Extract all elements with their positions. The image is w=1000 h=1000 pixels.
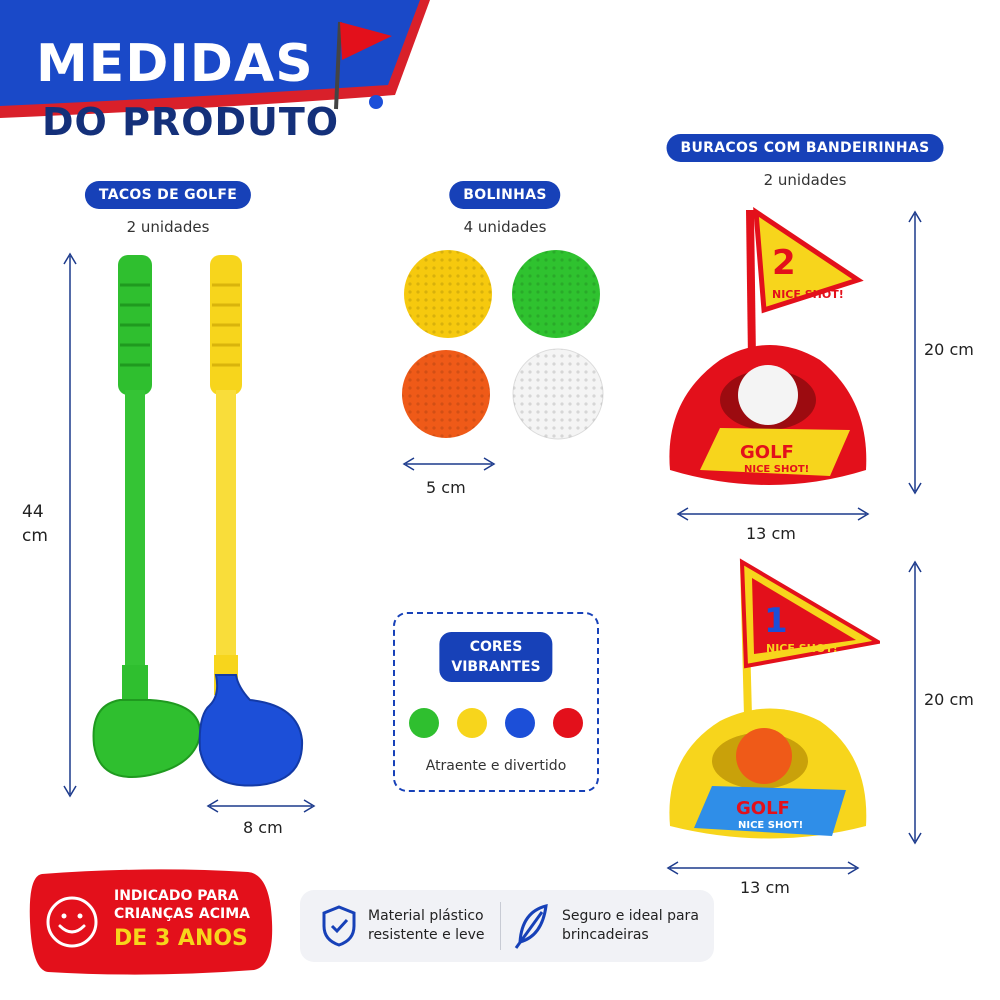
hole1-height-arrow xyxy=(908,210,922,495)
colors-caption: Atraente e divertido xyxy=(425,758,567,774)
hole1-width-arrow xyxy=(676,507,870,521)
colors-box: CORES VIBRANTES Atraente e divertido xyxy=(393,612,599,792)
balls-diameter-value: 5 cm xyxy=(426,478,466,497)
swatch-green xyxy=(409,708,439,738)
clubs-height-arrow xyxy=(63,252,77,798)
clubs-height-unit: cm xyxy=(22,526,48,546)
feature1-line2: resistente e leve xyxy=(368,927,485,943)
hole2-flag-number: 1 xyxy=(764,601,788,641)
hole1-base-text-1: GOLF xyxy=(740,442,794,463)
clubs-label: TACOS DE GOLFE xyxy=(84,181,252,209)
red-hole-image: 2 NICE SHOT! GOLF NICE SHOT! xyxy=(669,207,867,485)
features-divider xyxy=(500,902,501,950)
balls-label: BOLINHAS xyxy=(449,181,561,209)
swatch-red xyxy=(553,708,583,738)
age-line3: DE 3 ANOS xyxy=(114,926,248,951)
golf-balls-image xyxy=(402,250,604,440)
hole2-base-text-1: GOLF xyxy=(736,798,790,819)
shield-check-icon xyxy=(322,905,356,947)
age-line2: CRIANÇAS ACIMA xyxy=(114,906,250,922)
feather-icon xyxy=(514,904,548,949)
green-club xyxy=(92,255,202,778)
holes-label: BURACOS COM BANDEIRINHAS xyxy=(666,134,944,162)
smiley-icon xyxy=(46,896,98,948)
swatch-blue xyxy=(505,708,535,738)
age-line1: INDICADO PARA xyxy=(114,888,239,904)
hole1-flag-text: NICE SHOT! xyxy=(772,288,844,301)
colors-title-line2: VIBRANTES xyxy=(451,659,541,675)
colors-title: CORES VIBRANTES xyxy=(439,632,553,682)
holes-quantity: 2 unidades xyxy=(763,171,847,189)
hole2-width-value: 13 cm xyxy=(740,878,790,897)
yellow-club xyxy=(210,255,242,695)
feature2-line1: Seguro e ideal para xyxy=(562,908,699,924)
hole1-height-value: 20 cm xyxy=(924,340,974,359)
hole1-width-value: 13 cm xyxy=(746,524,796,543)
clubs-width-arrow xyxy=(206,799,316,813)
clubs-height-value: 44 xyxy=(22,502,44,522)
hole2-flag-text: NICE SHOT! xyxy=(766,642,838,655)
clubs-quantity: 2 unidades xyxy=(126,218,210,236)
page-title: MEDIDAS xyxy=(36,34,314,94)
header-banner xyxy=(0,0,430,118)
blue-club-head xyxy=(198,674,304,787)
features-box: Material plástico resistente e leve Segu… xyxy=(300,890,714,962)
hole2-height-value: 20 cm xyxy=(924,690,974,709)
balls-width-arrow xyxy=(402,457,496,471)
feature2-line2: brincadeiras xyxy=(562,927,649,943)
golf-flag-icon xyxy=(334,21,392,110)
hole1-base-text-2: NICE SHOT! xyxy=(744,464,809,475)
yellow-hole-image: 1 NICE SHOT! GOLF NICE SHOT! xyxy=(669,558,880,839)
hole2-height-arrow xyxy=(908,560,922,845)
age-badge xyxy=(29,869,273,975)
swatch-yellow xyxy=(457,708,487,738)
hole2-base-text-2: NICE SHOT! xyxy=(738,820,803,831)
clubs-width-value: 8 cm xyxy=(243,818,283,837)
hole1-flag-number: 2 xyxy=(772,243,796,283)
page-subtitle: DO PRODUTO xyxy=(42,100,340,144)
colors-title-line1: CORES xyxy=(469,639,523,655)
hole2-width-arrow xyxy=(666,861,860,875)
golf-clubs-image xyxy=(92,255,304,787)
balls-quantity: 4 unidades xyxy=(463,218,547,236)
feature1-line1: Material plástico xyxy=(368,908,484,924)
